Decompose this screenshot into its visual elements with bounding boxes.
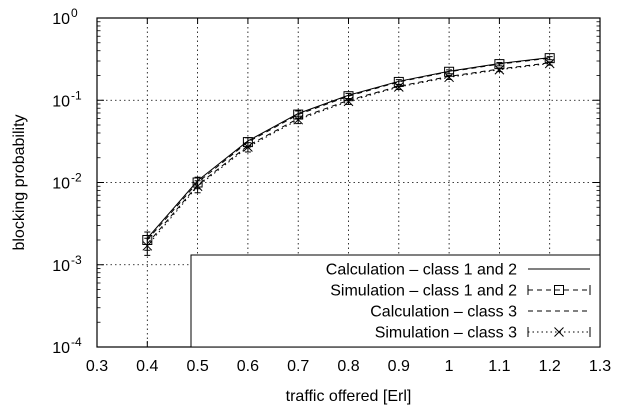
legend-label: Simulation – class 3 <box>375 325 517 342</box>
x-tick-label: 1 <box>445 358 454 375</box>
series-1 <box>146 57 550 239</box>
square-marker <box>554 285 564 295</box>
x-tick-label: 0.8 <box>337 358 359 375</box>
legend-label: Simulation – class 1 and 2 <box>330 283 517 300</box>
legend-label: Calculation – class 3 <box>370 304 517 321</box>
y-tick-label: 10 <box>52 93 70 110</box>
x-tick-label: 1.3 <box>589 358 611 375</box>
y-tick-label: 10 <box>52 340 70 357</box>
x-tick-label: 0.3 <box>86 358 108 375</box>
x-marker <box>393 82 404 92</box>
y-tick-label: 10 <box>52 11 70 28</box>
y-axis-label: blocking probability <box>11 114 28 250</box>
x-tick-label: 0.4 <box>136 358 158 375</box>
x-tick-label: 0.7 <box>287 358 309 375</box>
y-tick-label-exponent: -1 <box>71 88 82 102</box>
x-marker <box>142 240 153 251</box>
x-tick-label: 1.2 <box>539 358 561 375</box>
y-tick-label-exponent: 0 <box>71 6 78 20</box>
y-tick-label-exponent: -4 <box>71 335 82 349</box>
x-marker <box>293 114 304 125</box>
x-marker <box>243 142 253 152</box>
legend-label: Calculation – class 1 and 2 <box>326 262 517 279</box>
x-tick-label: 1.1 <box>488 358 510 375</box>
y-tick-label-exponent: -3 <box>71 253 82 267</box>
legend: Calculation – class 1 and 2 Simulation – … <box>190 254 601 348</box>
y-tick-label: 10 <box>52 176 70 193</box>
x-marker <box>444 72 454 83</box>
series-4 <box>142 58 555 256</box>
series-line <box>146 57 550 241</box>
x-marker <box>494 64 505 75</box>
x-marker <box>343 96 354 107</box>
x-tick-label: 0.6 <box>237 358 259 375</box>
series-line <box>146 57 550 239</box>
series-line <box>146 62 550 245</box>
y-tick-label: 10 <box>52 258 70 275</box>
series-group <box>142 53 555 256</box>
x-marker <box>192 181 203 192</box>
x-tick-label: 0.5 <box>186 358 208 375</box>
y-tick-label-exponent: -2 <box>71 171 82 185</box>
x-axis-label: traffic offered [Erl] <box>286 388 412 405</box>
x-marker <box>554 327 564 337</box>
series-3 <box>146 62 550 245</box>
x-marker <box>544 58 555 69</box>
legend-box <box>190 254 601 348</box>
x-tick-label: 0.9 <box>388 358 410 375</box>
x-tick-labels: 0.3 0.4 0.5 0.6 0.7 0.8 0.9 1 1.1 1.2 1.3 <box>86 358 611 375</box>
